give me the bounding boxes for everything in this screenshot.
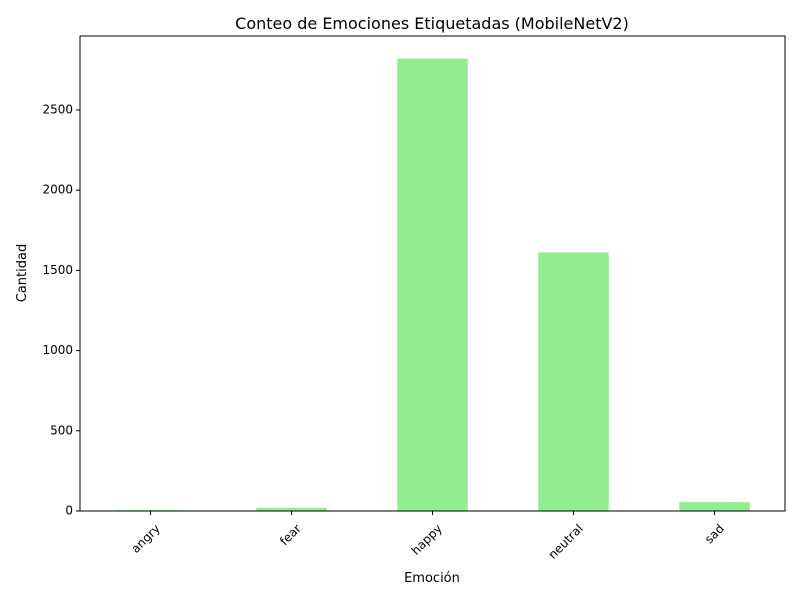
y-tick-label: 500: [50, 423, 73, 437]
axes-frame: [79, 35, 786, 512]
x-axis-label: Emoción: [404, 571, 460, 586]
bar-neutral: [538, 252, 609, 511]
y-tick-label: 0: [65, 504, 73, 518]
bar-sad: [679, 502, 750, 511]
chart-title: Conteo de Emociones Etiquetadas (MobileN…: [235, 14, 629, 33]
y-tick-label: 2000: [42, 183, 73, 197]
y-axis: 0 500 1000 1500 2000 2500: [42, 102, 80, 518]
bar-fear: [256, 507, 327, 511]
bars-group: [115, 58, 750, 511]
y-tick-label: 1000: [42, 343, 73, 357]
bar-happy: [397, 58, 468, 511]
y-axis-label: Cantidad: [15, 244, 30, 302]
y-tick-label: 1500: [42, 263, 73, 277]
y-tick-label: 2500: [42, 102, 73, 116]
